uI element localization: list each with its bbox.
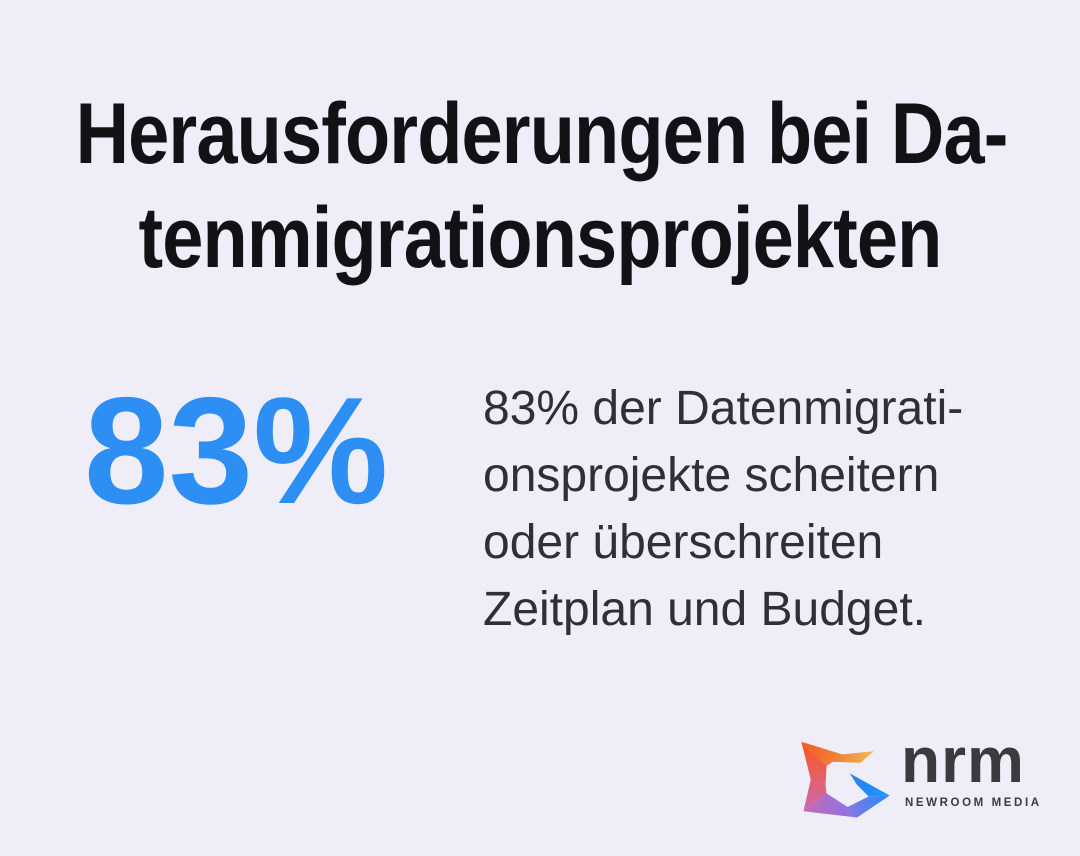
logo-subtitle: NEWROOM MEDIA xyxy=(905,797,1042,809)
stat-description-line: oder überschreiten xyxy=(483,516,884,569)
logo-wordmark: nrm xyxy=(901,724,1025,796)
stat-description-line: 83% der Datenmigrati- xyxy=(483,382,964,435)
nrm-logo-icon xyxy=(801,741,890,818)
stat-description-line: Zeitplan und Budget. xyxy=(483,583,926,636)
stat-description-line: onsprojekte scheitern xyxy=(483,449,940,502)
page-title-line-2: tenmigrationsprojekten xyxy=(138,190,943,286)
stat-value: 83% xyxy=(84,366,389,536)
page-title-line-1: Herausforderungen bei Da- xyxy=(75,86,1009,182)
stat-description: 83% der Datenmigrati- onsprojekte scheit… xyxy=(483,375,963,643)
page-title: Herausforderungen bei Da- tenmigrationsp… xyxy=(0,82,1080,290)
brand-logo: nrm NEWROOM MEDIA xyxy=(795,724,1055,829)
